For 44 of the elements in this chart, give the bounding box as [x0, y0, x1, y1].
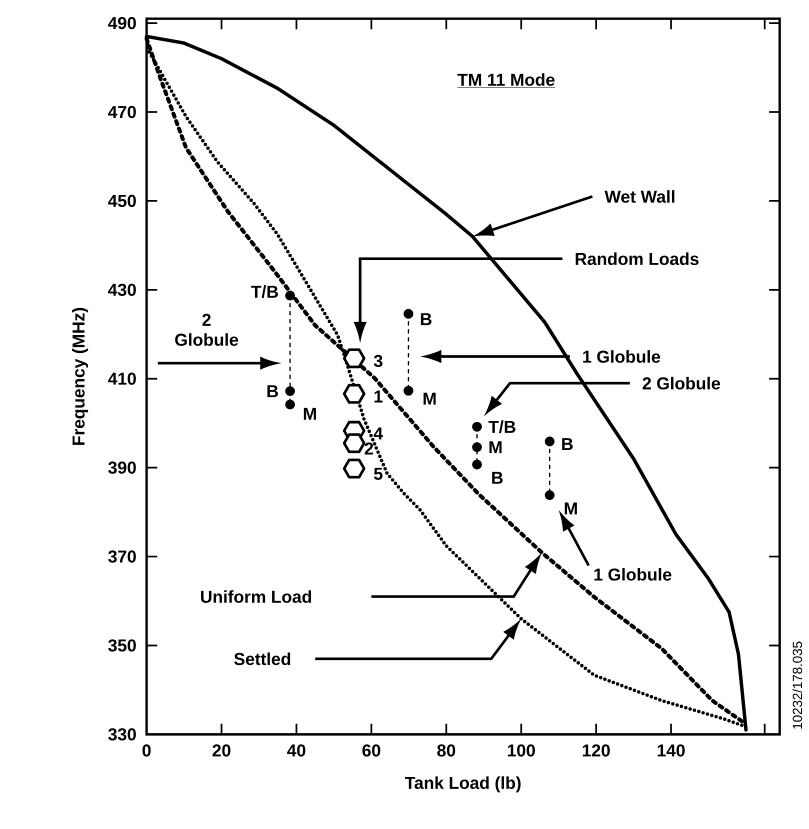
y-tick-label: 390 [108, 462, 136, 474]
annotation: 2 Globule [175, 314, 238, 346]
annotation: Wet Wall [604, 190, 674, 203]
annotation: 2 [364, 442, 374, 455]
text: 10232/178.035 [792, 642, 802, 729]
y-tick-label: 330 [108, 728, 136, 740]
annotation: 1 [374, 390, 383, 402]
annotation: Uniform Load [201, 590, 312, 603]
y-tick-label: 490 [108, 16, 136, 30]
annotation: M [489, 441, 502, 454]
annotation: 1 Globule [583, 350, 660, 363]
annotation: T/B [251, 285, 278, 298]
annotation: Random Loads [576, 252, 699, 266]
annotation: 4 [374, 427, 383, 440]
x-axis-title: Tank Load (lb) [405, 776, 521, 792]
x-tick-label: 20 [212, 744, 230, 757]
annotation: 1 Globule [594, 568, 672, 581]
annotation: 3 [374, 354, 382, 368]
annotation: 2 Globule [642, 376, 720, 390]
x-tick-label: 140 [658, 744, 685, 757]
annotation: M [424, 392, 436, 405]
y-axis-title: Frequency (MHz) [72, 308, 88, 445]
annotation: B [267, 385, 278, 398]
annotation: M [304, 408, 316, 420]
annotation: T/B [488, 420, 516, 434]
annotation: 5 [374, 468, 383, 480]
x-tick-label: 120 [582, 744, 610, 757]
annotation: B [420, 313, 432, 326]
y-tick-label: 470 [108, 106, 136, 118]
y-tick-label: 430 [108, 284, 136, 296]
annotation: M [564, 502, 577, 514]
x-tick-label: 100 [508, 744, 535, 757]
y-tick-label: 450 [108, 194, 136, 208]
y-tick-label: 370 [108, 550, 136, 563]
text: TM 11 Mode [458, 73, 555, 86]
y-tick-label: 350 [108, 639, 136, 652]
annotation: Settled [234, 652, 290, 666]
x-tick-label: 0 [142, 744, 151, 757]
y-tick-label: 410 [108, 372, 136, 385]
x-tick-label: 40 [287, 744, 306, 757]
annotation: B [562, 438, 573, 450]
x-tick-label: 80 [437, 744, 456, 757]
annotation: B [492, 472, 503, 484]
x-tick-label: 60 [362, 744, 380, 757]
